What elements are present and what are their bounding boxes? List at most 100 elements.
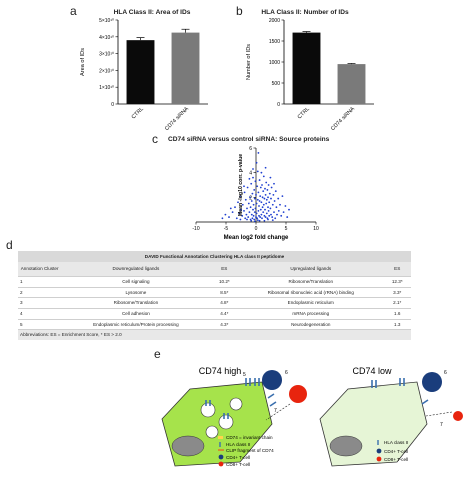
y-axis-label: Area of IDs: [80, 48, 86, 76]
bar-ctrl: [292, 32, 321, 104]
arrow: [425, 411, 453, 417]
header-downregulated: Downregulated ligands: [61, 261, 211, 278]
legend-clip: CLIP fragment of CD74: [226, 448, 274, 453]
data-point: [244, 198, 247, 201]
panel-letter-b: b: [236, 4, 243, 18]
down-es: 4.8*: [210, 297, 239, 309]
arrow: [265, 403, 291, 421]
data-point: [270, 213, 272, 216]
data-point: [261, 196, 264, 199]
data-point: [252, 214, 255, 217]
down-ligand: Cell signaling: [61, 276, 211, 288]
data-point: [260, 201, 263, 204]
cluster-number: 3: [18, 297, 62, 309]
down-es: 4.4*: [210, 308, 239, 320]
data-point: [271, 219, 274, 222]
data-point: [273, 182, 275, 185]
label-5: 5: [243, 372, 246, 378]
data-point: [259, 208, 262, 211]
data-point: [263, 219, 266, 222]
chart-a-area-of-ids: 0 1×10¹⁰ 2×10¹⁰ 3×10¹⁰ 4×10¹⁰ 5×10¹⁰ Area of I…: [80, 18, 208, 132]
data-point: [231, 211, 234, 214]
data-point: [253, 211, 256, 214]
cluster-number: 5: [18, 319, 62, 331]
table-row: 2 Lysosome 8.5* Ribosomal ribonucleic ac…: [18, 287, 411, 299]
data-point: [268, 214, 271, 217]
vesicle: [229, 397, 243, 411]
data-point: [266, 189, 269, 191]
data-point: [277, 210, 280, 212]
y-tick-label: 0: [111, 102, 114, 108]
data-point: [257, 210, 260, 212]
y-tick-label: 500: [272, 81, 281, 87]
panel-letter-a: a: [70, 4, 77, 18]
data-point: [280, 214, 283, 217]
cluster-number: 4: [18, 308, 62, 320]
data-point: [240, 208, 242, 211]
data-point: [269, 176, 272, 179]
data-point: [269, 207, 272, 210]
data-point: [251, 192, 254, 195]
data-point: [288, 208, 290, 211]
data-point: [265, 198, 268, 201]
data-point: [271, 216, 274, 218]
data-point: [244, 217, 247, 220]
header-annotation-cluster: Annotation Cluster: [18, 261, 62, 278]
cd8-t-cell: [453, 411, 463, 421]
data-point: [249, 206, 252, 209]
table-row: 4 Cell adhesion 4.4* mRNA processing 1.6: [18, 308, 411, 320]
down-es: 4.3*: [210, 319, 239, 331]
y-tick-label: 3×10¹⁰: [99, 52, 114, 58]
table-row: 1 Cell signaling 10.2* Ribosome/Translat…: [18, 276, 411, 288]
down-es: 10.2*: [210, 276, 239, 288]
data-point: [271, 203, 274, 206]
data-point: [286, 216, 289, 218]
x-tick-label: CTRL: [297, 106, 311, 120]
up-es: 3.3*: [383, 287, 411, 299]
cd8-t-cell: [289, 385, 307, 403]
data-point: [246, 207, 248, 210]
label-6: 6: [285, 370, 288, 376]
data-point: [261, 217, 263, 220]
data-point: [257, 191, 260, 194]
y-axis-label: Number of IDs: [246, 44, 252, 80]
cd4-t-cell: [422, 372, 442, 392]
up-es: 12.3*: [383, 276, 411, 288]
y-tick-label: 1000: [269, 60, 280, 66]
vesicle: [218, 414, 234, 430]
legend-cd8: CD8+ T-cell: [384, 457, 408, 462]
data-point: [253, 218, 256, 221]
table-footnote: Abbreviations: ES = Enrichment Score, * …: [18, 329, 411, 340]
chart-c-volcano-plot: -10 -5 0 5 10 2 4 6 Mean log2 fold change Mean -l…: [192, 146, 319, 241]
header-es-down: ES: [210, 261, 239, 278]
data-point: [261, 206, 264, 209]
data-point: [258, 214, 260, 217]
data-point: [256, 170, 259, 173]
data-point: [250, 182, 253, 185]
nucleus: [171, 435, 205, 457]
data-point: [270, 197, 272, 200]
data-point: [241, 214, 244, 217]
table-row: 3 Ribosome/Translation 4.8* Endoplasmic …: [18, 297, 411, 309]
data-point: [247, 202, 250, 205]
vesicle: [205, 425, 219, 439]
data-point: [273, 200, 276, 202]
data-point: [264, 193, 267, 196]
data-point: [251, 217, 254, 220]
data-point: [248, 177, 251, 180]
data-point: [262, 211, 265, 214]
x-tick-label: -10: [192, 226, 199, 232]
data-point: [235, 217, 238, 220]
data-point: [265, 202, 268, 205]
data-point: [252, 208, 254, 211]
y-tick-label: 0: [277, 102, 280, 108]
x-axis-label: Mean log2 fold change: [224, 235, 289, 241]
data-point: [252, 176, 254, 179]
up-ligand: Endoplasmic reticulum: [238, 297, 384, 309]
y-tick-label: 4: [249, 171, 252, 177]
data-point: [229, 207, 232, 210]
header-es-up: ES: [383, 261, 411, 278]
y-tick-label: 2: [249, 195, 252, 201]
data-point: [258, 179, 261, 181]
data-point: [281, 195, 284, 197]
